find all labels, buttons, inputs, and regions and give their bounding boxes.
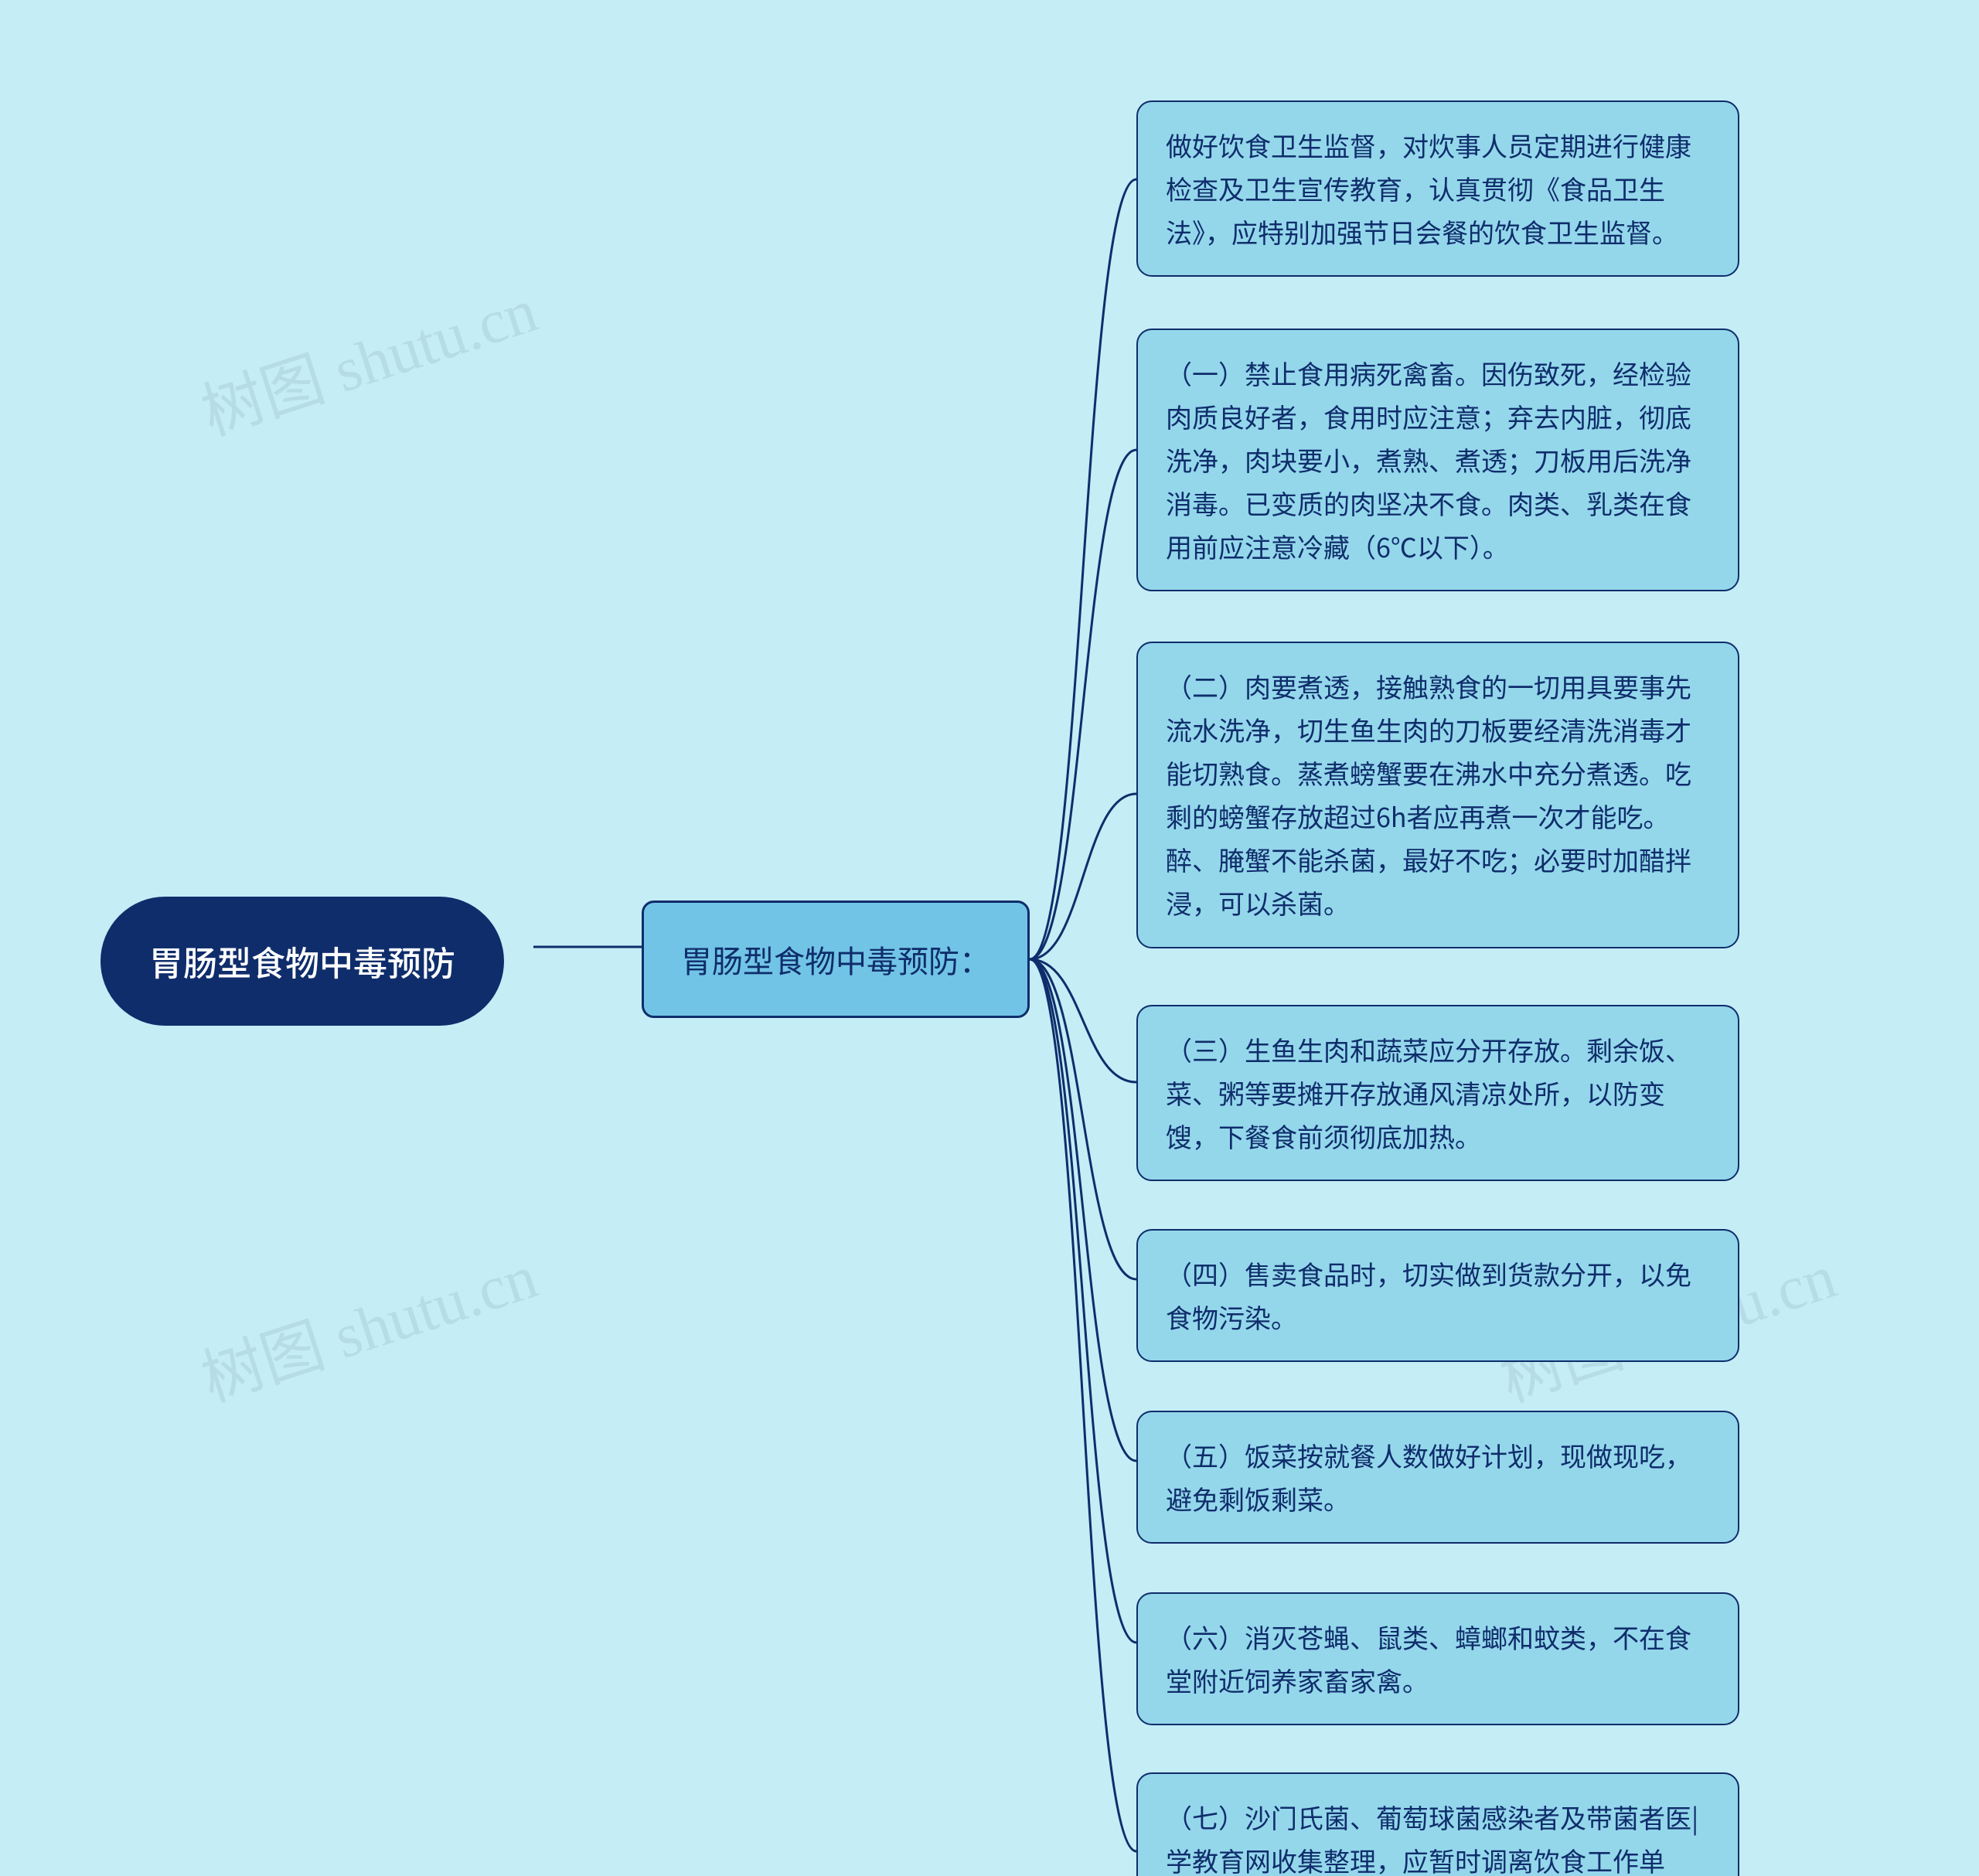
leaf-node[interactable]: （四）售卖食品时，切实做到货款分开，以免食物污染。 xyxy=(1136,1229,1739,1362)
watermark: 树图 shutu.cn xyxy=(189,1227,547,1419)
leaf-node[interactable]: （一）禁止食用病死禽畜。因伤致死，经检验肉质良好者，食用时应注意；弃去内脏，彻底… xyxy=(1136,329,1739,591)
sub-node[interactable]: 胃肠型食物中毒预防： xyxy=(642,901,1030,1018)
leaf-node[interactable]: （六）消灭苍蝇、鼠类、蟑螂和蚊类，不在食堂附近饲养家畜家禽。 xyxy=(1136,1592,1739,1725)
mindmap-canvas: 树图 shutu.cn 树图 shutu.cn 树图 shutu.cn 胃肠型食… xyxy=(0,0,1979,1876)
leaf-node[interactable]: （三）生鱼生肉和蔬菜应分开存放。剩余饭、菜、粥等要摊开存放通风清凉处所，以防变馊… xyxy=(1136,1005,1739,1181)
root-node[interactable]: 胃肠型食物中毒预防 xyxy=(100,897,504,1026)
leaf-node[interactable]: （二）肉要煮透，接触熟食的一切用具要事先流水洗净，切生鱼生肉的刀板要经清洗消毒才… xyxy=(1136,642,1739,948)
leaf-node[interactable]: （五）饭菜按就餐人数做好计划，现做现吃，避免剩饭剩菜。 xyxy=(1136,1411,1739,1544)
leaf-node[interactable]: （七）沙门氏菌、葡萄球菌感染者及带菌者医|学教育网收集整理，应暂时调离饮食工作单… xyxy=(1136,1772,1739,1876)
leaf-node[interactable]: 做好饮食卫生监督，对炊事人员定期进行健康检查及卫生宣传教育，认真贯彻《食品卫生法… xyxy=(1136,100,1739,277)
watermark: 树图 shutu.cn xyxy=(189,260,547,453)
